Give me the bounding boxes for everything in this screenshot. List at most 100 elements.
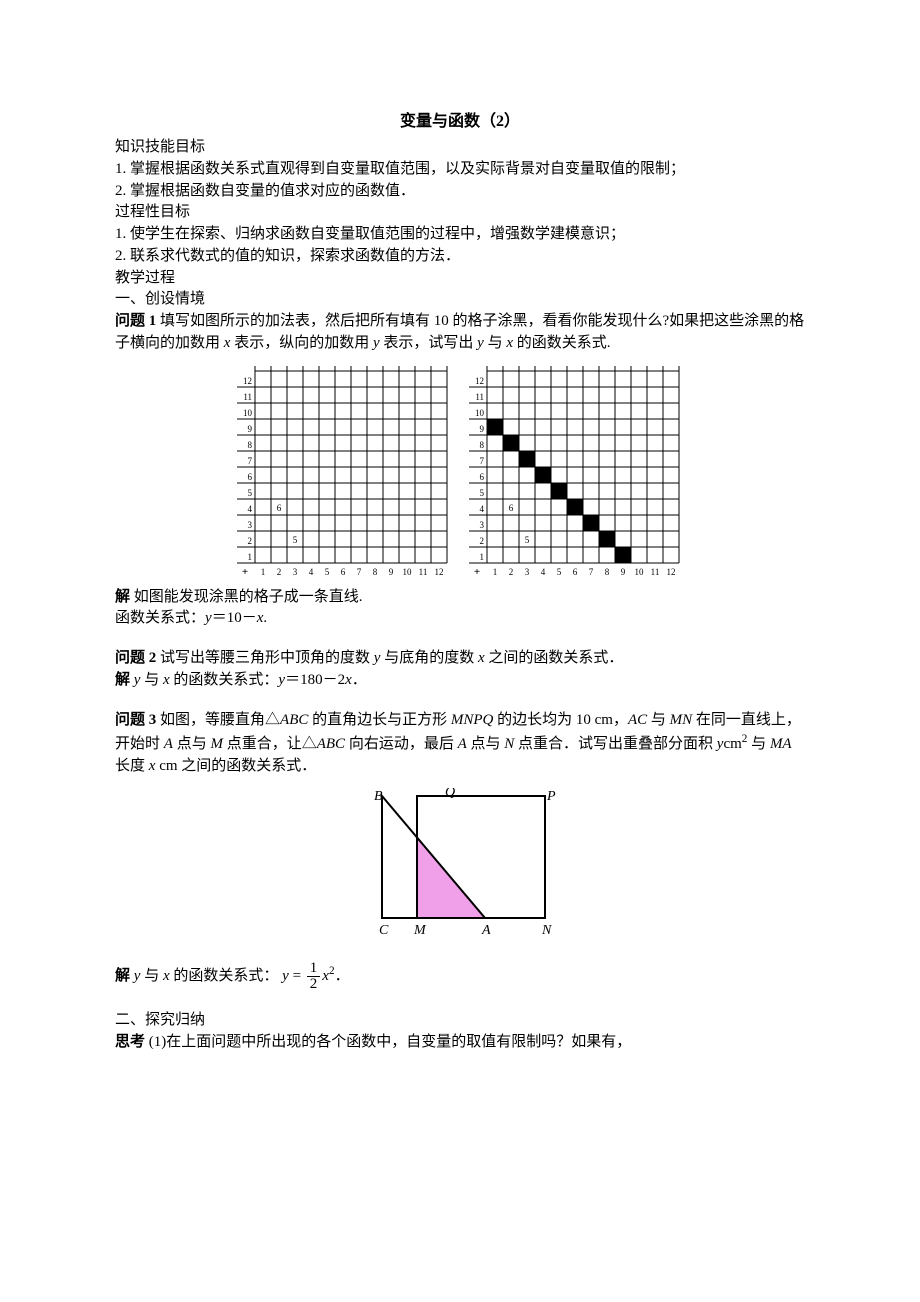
p-section-1: 一、创设情境 (115, 289, 805, 311)
svg-text:1: 1 (248, 552, 253, 562)
a3-dot: ． (335, 968, 350, 984)
svg-text:7: 7 (248, 456, 253, 466)
svg-text:9: 9 (389, 567, 394, 577)
a3-num: 1 (307, 961, 321, 977)
q3-cm: cm (723, 736, 741, 752)
p-skill-1: 1. 掌握根据函数关系式直观得到自变量取值范围，以及实际背景对自变量取值的限制； (115, 159, 805, 181)
svg-text:5: 5 (480, 488, 485, 498)
q3-M1: M (210, 736, 223, 752)
q3-t8: 向右运动，最后 (345, 736, 458, 752)
q1-t5: 的函数关系式. (513, 335, 611, 351)
q2-t3: 之间的函数关系式． (485, 650, 624, 666)
svg-text:P: P (546, 789, 556, 804)
grid-figure-container: 121110987654321123456789101112+56 121110… (115, 363, 805, 581)
q3-MA: MA (770, 736, 792, 752)
q3-A1: A (164, 736, 173, 752)
a3-eq-x: x (322, 968, 329, 984)
q3-t10: 点重合．试写出重叠部分面积 (514, 736, 717, 752)
svg-text:7: 7 (357, 567, 362, 577)
q3-label: 问题 3 (115, 712, 156, 728)
svg-text:4: 4 (309, 567, 314, 577)
q3-mnpq: MNPQ (451, 712, 494, 728)
svg-text:4: 4 (541, 567, 546, 577)
svg-text:+: + (474, 566, 480, 578)
a2-eq: ＝180－2 (285, 672, 345, 688)
question-3: 问题 3 如图，等腰直角△ABC 的直角边长与正方形 MNPQ 的边长均为 10… (115, 710, 805, 778)
q2-t1: 试写出等腰三角形中顶角的度数 (156, 650, 374, 666)
svg-text:2: 2 (248, 536, 253, 546)
svg-text:6: 6 (480, 472, 485, 482)
p-skill-goal-h: 知识技能目标 (115, 137, 805, 159)
svg-text:6: 6 (277, 503, 282, 513)
a2-x2: x (345, 672, 352, 688)
svg-text:11: 11 (419, 567, 428, 577)
svg-text:5: 5 (325, 567, 330, 577)
a1-t1: 如图能发现涂黑的格子成一条直线. (130, 589, 363, 605)
q3-t4: 与 (647, 712, 670, 728)
svg-text:6: 6 (341, 567, 346, 577)
q3-mn: MN (670, 712, 693, 728)
svg-text:11: 11 (651, 567, 660, 577)
svg-text:1: 1 (261, 567, 266, 577)
svg-text:6: 6 (573, 567, 578, 577)
svg-text:+: + (242, 566, 248, 578)
a3-x1: x (163, 968, 170, 984)
q3-t3: 的边长均为 10 cm， (493, 712, 628, 728)
think-label: 思考 (115, 1034, 145, 1050)
a3-fraction: 12 (307, 961, 321, 992)
a3-t1: 与 (140, 968, 163, 984)
svg-text:5: 5 (557, 567, 562, 577)
svg-text:12: 12 (435, 567, 444, 577)
svg-text:Q: Q (445, 788, 455, 800)
svg-text:9: 9 (248, 424, 253, 434)
svg-text:3: 3 (293, 567, 298, 577)
a1-y: y (205, 610, 212, 626)
answer-1-line2: 函数关系式：y＝10－x. (115, 608, 805, 630)
a3-t2: 的函数关系式： (170, 968, 283, 984)
triangle-square-figure: BQPCMAN (355, 788, 565, 943)
q3-t12: 长度 (115, 758, 149, 774)
q1-t3: 表示，试写出 (380, 335, 478, 351)
q3-t7: 点重合，让△ (223, 736, 317, 752)
q3-ac: AC (628, 712, 647, 728)
p-skill-2: 2. 掌握根据函数自变量的值求对应的函数值． (115, 181, 805, 203)
a3-eq-y: y (282, 968, 289, 984)
q3-N1: N (504, 736, 514, 752)
svg-text:3: 3 (248, 520, 253, 530)
question-1: 问题 1 填写如图所示的加法表，然后把所有填有 10 的格子涂黑，看看你能发现什… (115, 311, 805, 355)
svg-text:A: A (481, 923, 491, 938)
svg-text:7: 7 (480, 456, 485, 466)
triangle-square-figure-container: BQPCMAN (115, 788, 805, 943)
a3-eq-sign: = (289, 968, 305, 984)
svg-text:6: 6 (248, 472, 253, 482)
svg-text:M: M (413, 923, 427, 938)
svg-text:5: 5 (293, 535, 298, 545)
svg-text:5: 5 (248, 488, 253, 498)
svg-text:7: 7 (589, 567, 594, 577)
q3-A2: A (458, 736, 467, 752)
a2-t2: 的函数关系式： (170, 672, 279, 688)
a1-dot: . (263, 610, 267, 626)
a2-dot: ． (352, 672, 367, 688)
svg-text:N: N (541, 923, 552, 938)
svg-text:10: 10 (243, 408, 253, 418)
q1-y2: y (477, 335, 484, 351)
q3-t11: 与 (747, 736, 770, 752)
svg-text:11: 11 (243, 392, 252, 402)
page-title: 变量与函数（2） (115, 110, 805, 133)
a3-label: 解 (115, 968, 134, 984)
addition-grid-right: 121110987654321123456789101112+56 (469, 363, 683, 581)
a1-label: 解 (115, 589, 130, 605)
svg-text:8: 8 (248, 440, 253, 450)
svg-text:C: C (379, 923, 389, 938)
q1-y1: y (373, 335, 380, 351)
think-1: 思考 (1)在上面问题中所出现的各个函数中，自变量的取值有限制吗？如果有， (115, 1032, 805, 1054)
svg-text:2: 2 (480, 536, 485, 546)
svg-text:12: 12 (475, 376, 484, 386)
svg-text:6: 6 (509, 503, 514, 513)
q1-t2: 表示，纵向的加数用 (230, 335, 373, 351)
a2-x1: x (163, 672, 170, 688)
a1-eq: ＝10－ (212, 610, 257, 626)
q3-t2: 的直角边长与正方形 (308, 712, 451, 728)
q1-x2: x (506, 335, 513, 351)
